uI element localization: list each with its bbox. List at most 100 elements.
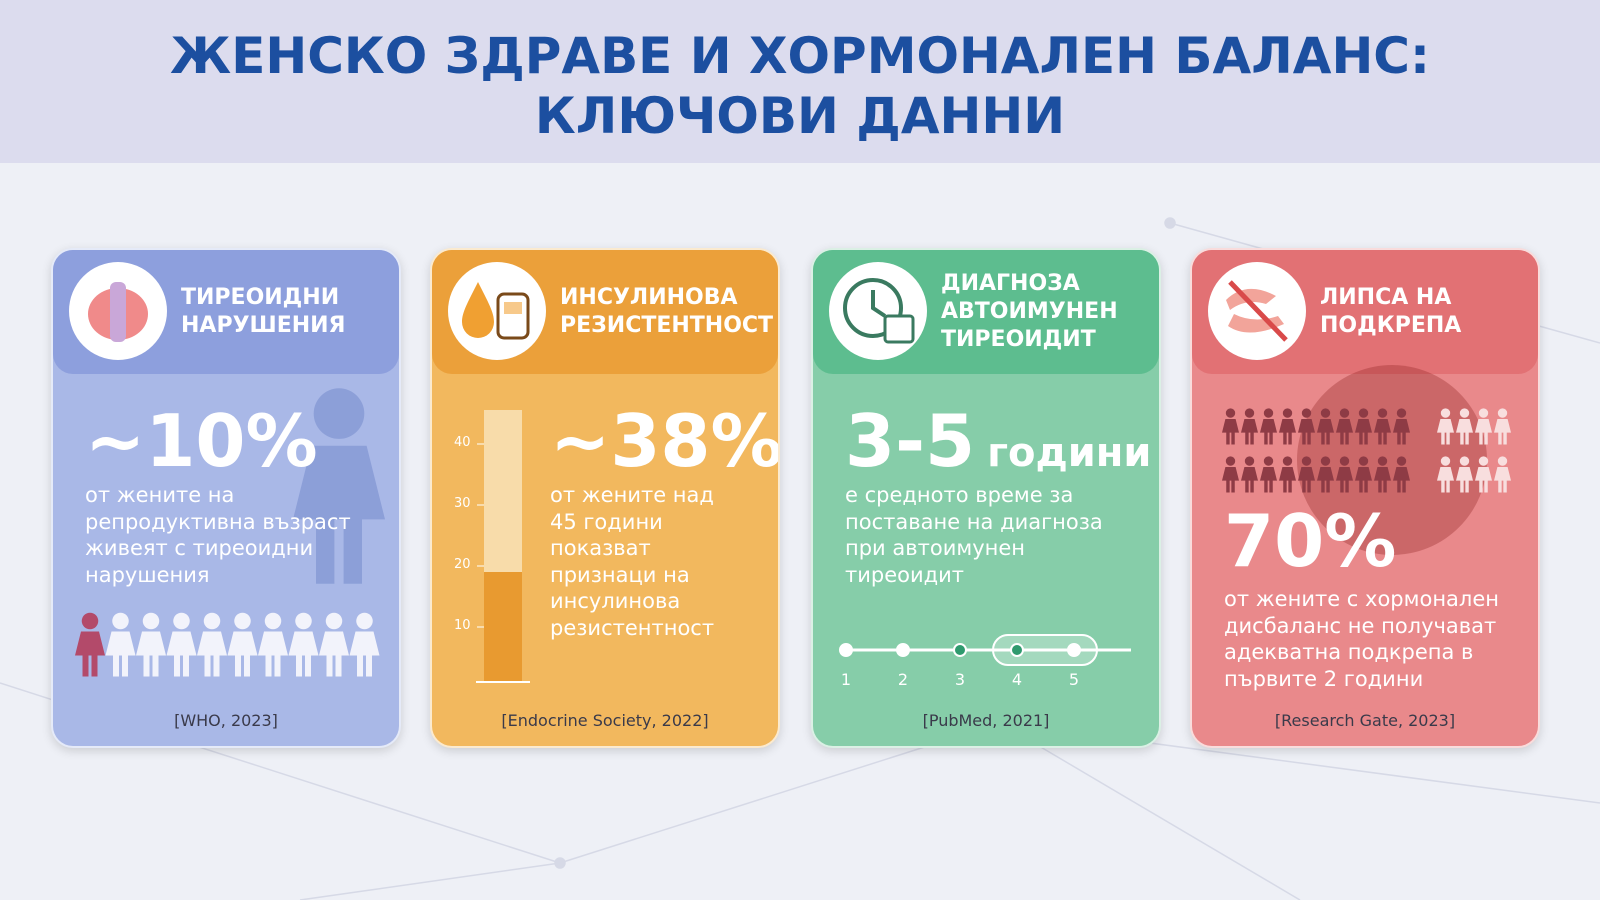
person-body — [1298, 419, 1315, 445]
person-head — [81, 612, 99, 630]
card-title-line: ТИРЕОИДНИ — [181, 285, 340, 310]
person-body — [293, 445, 385, 584]
woman-icon — [1336, 456, 1353, 493]
woman-icon — [319, 612, 349, 677]
person-head — [1497, 408, 1508, 418]
person-head — [264, 612, 282, 630]
description-line: е средното време за — [845, 483, 1074, 507]
stat-value: ~10% — [85, 398, 318, 484]
stat-number: 70% — [1224, 499, 1397, 583]
card-header: ТИРЕОИДНИ НАРУШЕНИЯ — [53, 250, 399, 374]
person-body — [1317, 419, 1334, 445]
woman-icon — [1298, 408, 1315, 445]
woman-icon — [1241, 408, 1258, 445]
person-body — [1393, 419, 1410, 445]
person-head — [1339, 408, 1350, 418]
woman-icon — [1260, 456, 1277, 493]
woman-icon — [1494, 408, 1511, 445]
description-line: при автоимунен — [845, 536, 1026, 560]
gauge-tick-label: 30 — [454, 496, 471, 511]
card-decoration — [476, 410, 530, 683]
person-body — [1279, 419, 1296, 445]
person-body — [197, 631, 227, 677]
description-line: признаци на — [550, 562, 690, 587]
woman-icon — [1317, 456, 1334, 493]
person-head — [173, 612, 190, 630]
stat-value: 3-5 години — [845, 398, 1151, 496]
stat-value: 70% — [1224, 498, 1396, 584]
person-head — [1497, 456, 1508, 466]
stat-description: от жените с хормонален дисбаланс не получ… — [1224, 586, 1499, 692]
person-body — [1260, 419, 1277, 445]
person-body — [1336, 419, 1353, 445]
card-header: ДИАГНОЗА АВТОИМУНЕН ТИРЕОИДИТ — [813, 250, 1159, 374]
timeline-dot — [896, 643, 910, 657]
timeline-label: 5 — [1068, 670, 1080, 689]
card-title-line: ЛИПСА НА — [1320, 285, 1452, 310]
stat-unit: години — [987, 430, 1152, 476]
woman-icon — [1222, 456, 1239, 493]
timeline-dot — [953, 643, 967, 657]
woman-icon — [1374, 408, 1391, 445]
timeline-dot — [1010, 643, 1024, 657]
person-body — [1437, 419, 1454, 445]
woman-icon — [1393, 408, 1410, 445]
woman-icon — [227, 612, 258, 677]
woman-icon — [1456, 408, 1473, 445]
person-head — [1263, 456, 1274, 466]
description-line: резистентност — [550, 615, 715, 640]
person-body — [319, 631, 349, 677]
stat-card: ДИАГНОЗА АВТОИМУНЕН ТИРЕОИДИТ 1 2 3 4 5 3-5 годин… — [811, 248, 1161, 748]
person-head — [1478, 456, 1489, 466]
card-decoration — [1222, 365, 1511, 555]
person-body — [1456, 419, 1473, 445]
person-head — [1282, 456, 1293, 466]
woman-icon — [1241, 456, 1258, 493]
timeline-label: 3 — [954, 670, 966, 689]
person-head — [1320, 456, 1331, 466]
person-body — [349, 631, 380, 677]
woman-icon — [288, 612, 319, 677]
woman-icon — [1475, 456, 1492, 493]
timeline-label: 1 — [840, 670, 852, 689]
person-body — [75, 631, 105, 677]
source: [WHO, 2023] — [174, 711, 278, 730]
stat-value: ~38% — [550, 398, 778, 484]
stat-description: е средното време за поставане на диагноза… — [845, 482, 1103, 588]
stat-number: 3-5 — [845, 399, 976, 483]
icon-graphic — [1226, 280, 1288, 342]
woman-icon — [75, 612, 105, 677]
woman-icon — [1279, 408, 1296, 445]
person-head — [313, 388, 365, 439]
card-title: ДИАГНОЗА АВТОИМУНЕН ТИРЕОИДИТ — [941, 250, 1118, 374]
card-title-line: РЕЗИСТЕНТНОСТ — [560, 313, 774, 338]
timeline-dot — [1067, 643, 1081, 657]
woman-icon — [166, 612, 197, 677]
stat-card: ТИРЕОИДНИ НАРУШЕНИЯ ~10% от жените на репрод… — [51, 248, 401, 748]
card-icon — [448, 262, 546, 360]
person-body — [1241, 467, 1258, 493]
person-body — [1494, 419, 1511, 445]
description-line: тиреоидит — [845, 562, 965, 587]
stat-card: ЛИПСА НА ПОДКРЕПА 70% от жените с хормонале… — [1190, 248, 1540, 748]
card-header: ЛИПСА НА ПОДКРЕПА — [1192, 250, 1538, 374]
woman-icon — [105, 612, 136, 677]
card-title-line: ТИРЕОИДИТ — [941, 327, 1096, 352]
card-icon — [1208, 262, 1306, 360]
woman-icon — [1260, 408, 1277, 445]
person-head — [203, 612, 221, 630]
description-line: от жените над — [550, 483, 714, 507]
card-title-line: ИНСУЛИНОВА — [560, 285, 738, 310]
person-body — [136, 631, 166, 677]
description-line: показват — [550, 536, 651, 560]
person-body — [166, 631, 197, 677]
person-body — [1355, 419, 1372, 445]
woman-icon — [1279, 456, 1296, 493]
person-body — [1374, 467, 1391, 493]
description-line: поставане на диагноза — [845, 509, 1103, 534]
person-head — [295, 612, 312, 630]
stat-number: ~10% — [85, 399, 318, 483]
card-title-line: НАРУШЕНИЯ — [181, 313, 346, 338]
description-line: 45 години — [550, 509, 663, 534]
